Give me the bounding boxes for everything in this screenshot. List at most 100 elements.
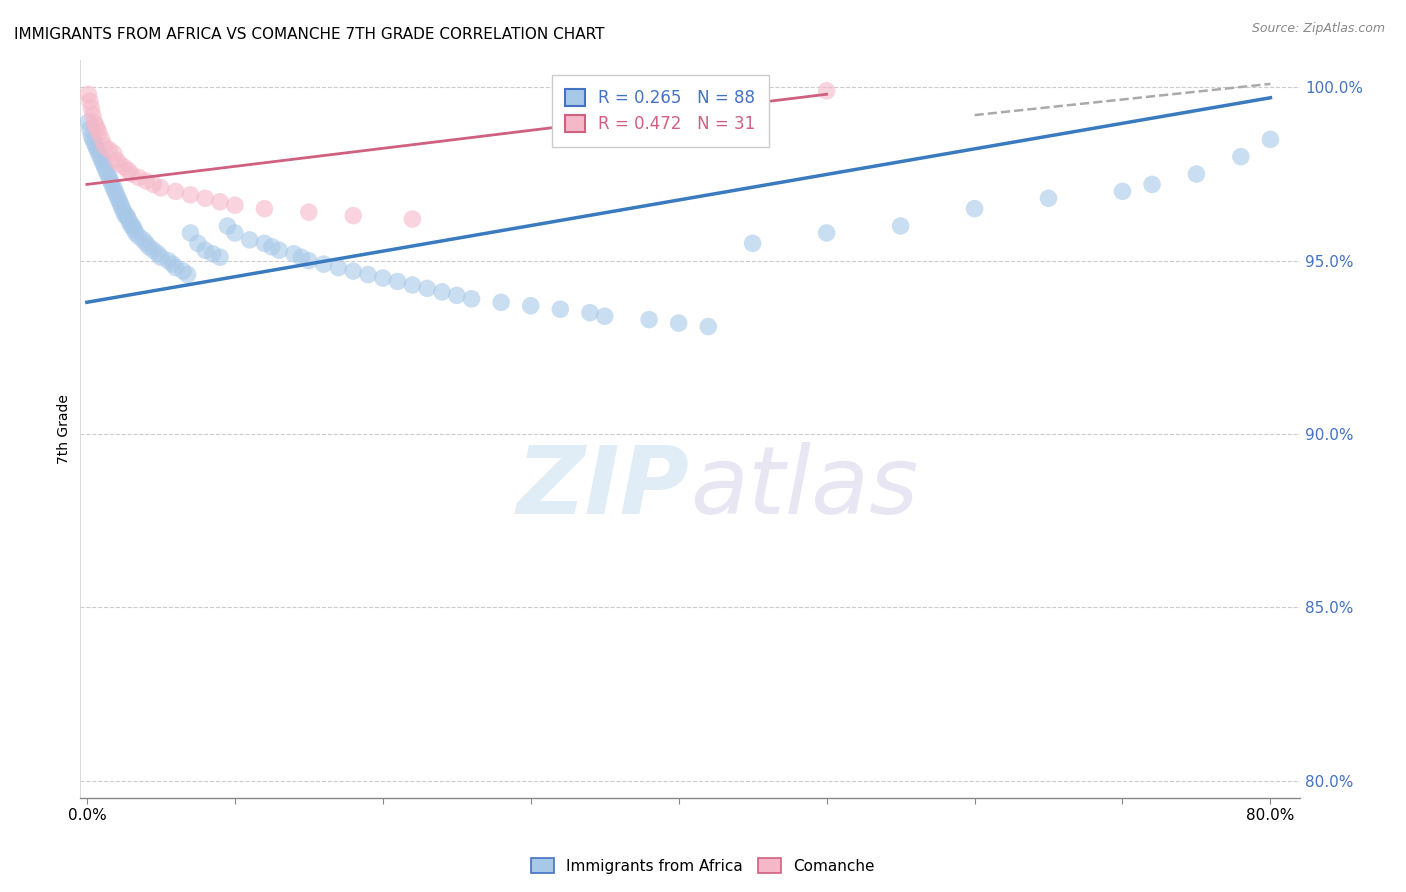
Point bbox=[132, 233, 155, 247]
Text: IMMIGRANTS FROM AFRICA VS COMANCHE 7TH GRADE CORRELATION CHART: IMMIGRANTS FROM AFRICA VS COMANCHE 7TH G… bbox=[14, 27, 605, 42]
Point bbox=[328, 260, 350, 275]
Point bbox=[165, 260, 187, 275]
Point bbox=[430, 285, 453, 299]
Point bbox=[79, 94, 101, 108]
Point bbox=[138, 240, 160, 254]
Point bbox=[187, 236, 209, 251]
Point bbox=[741, 236, 763, 251]
Point bbox=[579, 306, 602, 320]
Point bbox=[101, 178, 124, 192]
Point bbox=[90, 132, 112, 146]
Point bbox=[149, 250, 172, 264]
Point bbox=[128, 229, 150, 244]
Point bbox=[815, 84, 838, 98]
Point bbox=[1111, 185, 1133, 199]
Point bbox=[162, 257, 184, 271]
Point bbox=[111, 202, 134, 216]
Point bbox=[120, 167, 142, 181]
Point bbox=[489, 295, 512, 310]
Point bbox=[82, 132, 104, 146]
Point bbox=[142, 178, 165, 192]
Point bbox=[342, 264, 364, 278]
Point bbox=[149, 181, 172, 195]
Point bbox=[401, 277, 423, 292]
Point bbox=[87, 125, 110, 139]
Point bbox=[224, 198, 246, 212]
Point bbox=[283, 246, 305, 260]
Point bbox=[110, 198, 132, 212]
Point bbox=[460, 292, 482, 306]
Point bbox=[401, 212, 423, 227]
Point bbox=[446, 288, 468, 302]
Point bbox=[387, 275, 409, 289]
Point bbox=[104, 185, 127, 199]
Point bbox=[179, 226, 201, 240]
Point bbox=[135, 174, 157, 188]
Point bbox=[1185, 167, 1208, 181]
Point bbox=[290, 250, 312, 264]
Point bbox=[371, 271, 394, 285]
Point bbox=[298, 205, 321, 219]
Point bbox=[100, 174, 122, 188]
Point bbox=[239, 233, 262, 247]
Point bbox=[80, 128, 103, 143]
Legend: R = 0.265   N = 88, R = 0.472   N = 31: R = 0.265 N = 88, R = 0.472 N = 31 bbox=[551, 75, 769, 146]
Point bbox=[890, 219, 912, 233]
Point bbox=[84, 119, 107, 133]
Point bbox=[87, 146, 110, 161]
Point bbox=[121, 219, 143, 233]
Point bbox=[83, 115, 105, 129]
Point bbox=[84, 139, 107, 153]
Point bbox=[253, 236, 276, 251]
Point bbox=[114, 209, 136, 223]
Point bbox=[118, 215, 141, 229]
Point bbox=[115, 209, 138, 223]
Point bbox=[108, 156, 131, 170]
Point bbox=[194, 191, 217, 205]
Point bbox=[269, 244, 291, 258]
Point bbox=[176, 268, 198, 282]
Point bbox=[593, 309, 616, 323]
Point bbox=[89, 150, 111, 164]
Point bbox=[91, 156, 114, 170]
Text: atlas: atlas bbox=[690, 442, 918, 533]
Point bbox=[146, 246, 169, 260]
Point bbox=[253, 202, 276, 216]
Point bbox=[98, 143, 121, 157]
Point bbox=[224, 226, 246, 240]
Point bbox=[165, 185, 187, 199]
Point bbox=[122, 222, 145, 236]
Point bbox=[77, 115, 100, 129]
Point bbox=[98, 170, 121, 185]
Point bbox=[103, 146, 125, 161]
Point bbox=[97, 167, 120, 181]
Point bbox=[963, 202, 986, 216]
Point bbox=[142, 244, 165, 258]
Point bbox=[83, 136, 105, 150]
Point bbox=[1260, 132, 1282, 146]
Point bbox=[105, 187, 128, 202]
Point bbox=[93, 160, 115, 174]
Point bbox=[1230, 150, 1253, 164]
Point bbox=[179, 187, 201, 202]
Point bbox=[342, 209, 364, 223]
Point bbox=[201, 246, 224, 260]
Point bbox=[94, 163, 117, 178]
Point bbox=[77, 87, 100, 102]
Point bbox=[697, 319, 720, 334]
Point bbox=[209, 194, 232, 209]
Point bbox=[117, 212, 139, 227]
Point bbox=[79, 122, 101, 136]
Point bbox=[1038, 191, 1060, 205]
Point bbox=[217, 219, 239, 233]
Legend: Immigrants from Africa, Comanche: Immigrants from Africa, Comanche bbox=[524, 852, 882, 880]
Point bbox=[112, 205, 135, 219]
Point bbox=[209, 250, 232, 264]
Point bbox=[105, 153, 128, 168]
Point bbox=[112, 160, 135, 174]
Point bbox=[312, 257, 335, 271]
Point bbox=[172, 264, 194, 278]
Y-axis label: 7th Grade: 7th Grade bbox=[58, 394, 72, 464]
Point bbox=[550, 302, 572, 317]
Point bbox=[93, 139, 115, 153]
